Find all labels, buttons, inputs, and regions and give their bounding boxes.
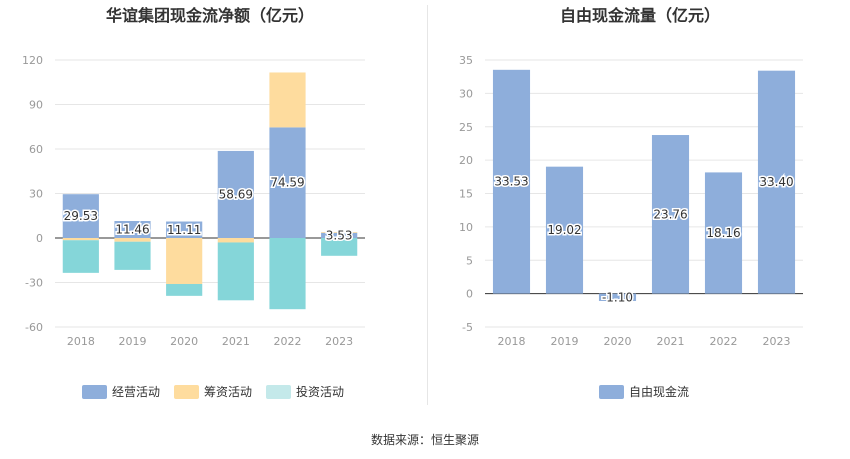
cashflow-data-label: 74.59 <box>270 176 304 190</box>
legend-swatch-free-cashflow <box>599 384 624 399</box>
free-cashflow-ytick-label: 20 <box>459 154 473 167</box>
legend-label-operating: 经营活动 <box>112 385 161 399</box>
free-cashflow-xtick-label: 2018 <box>498 335 526 348</box>
free-cashflow-data-label: 19.02 <box>547 223 581 237</box>
legend-label-investing: 投资活动 <box>296 385 345 399</box>
cashflow-ytick-label: 0 <box>36 232 43 245</box>
chart-title-cashflow: 华谊集团现金流净额（亿元） <box>105 6 314 25</box>
cashflow-bar <box>321 232 358 238</box>
free-cashflow-bar <box>492 69 531 294</box>
cashflow-xtick-label: 2022 <box>274 335 302 348</box>
cashflow-data-label: 29.53 <box>64 209 98 223</box>
cashflow-xtick-label: 2020 <box>170 335 198 348</box>
free-cashflow-xtick-label: 2020 <box>604 335 632 348</box>
free-cashflow-bar <box>545 166 584 294</box>
free-cashflow-data-label: 33.40 <box>759 175 793 189</box>
legend-swatch-financing <box>174 384 200 399</box>
free-cashflow-data-label: -1.10 <box>602 290 633 304</box>
free-cashflow-ytick-label: 5 <box>466 254 473 267</box>
cashflow-bar <box>321 238 358 256</box>
cashflow-bar <box>114 221 151 238</box>
free-cashflow-xtick-label: 2021 <box>657 335 685 348</box>
cashflow-ytick-label: -30 <box>25 277 43 290</box>
cashflow-bar <box>62 238 99 241</box>
free-cashflow-ytick-label: 30 <box>459 87 473 100</box>
cashflow-xtick-label: 2019 <box>119 335 147 348</box>
cashflow-ytick-label: 30 <box>29 188 43 201</box>
free-cashflow-bar <box>757 70 796 294</box>
cashflow-data-label: 3.53 <box>326 228 353 242</box>
free-cashflow-data-label: 23.76 <box>653 207 687 221</box>
free-cashflow-data-label: 18.16 <box>706 226 740 240</box>
cashflow-xtick-label: 2023 <box>325 335 353 348</box>
cashflow-xtick-label: 2021 <box>222 335 250 348</box>
cashflow-bar <box>217 242 254 301</box>
cashflow-ytick-label: 60 <box>29 143 43 156</box>
cashflow-bar <box>217 238 254 243</box>
legend-label-free-cashflow: 自由现金流 <box>629 385 690 399</box>
cashflow-ytick-label: 90 <box>29 99 43 112</box>
legend-swatch-operating <box>82 384 107 399</box>
free-cashflow-ytick-label: 15 <box>459 188 473 201</box>
cashflow-bar <box>269 127 306 238</box>
cashflow-bar <box>62 240 99 273</box>
cashflow-bar <box>114 238 151 242</box>
free-cashflow-xtick-label: 2023 <box>763 335 791 348</box>
cashflow-bar <box>321 232 358 233</box>
cashflow-bar <box>62 194 99 238</box>
free-cashflow-ytick-label: 35 <box>459 54 473 67</box>
cashflow-xtick-label: 2018 <box>67 335 95 348</box>
free-cashflow-ytick-label: -5 <box>462 321 473 334</box>
legend-item-investing[interactable]: 投资活动 <box>266 383 344 400</box>
legend-free-cashflow: 自由现金流 <box>599 383 689 400</box>
free-cashflow-ytick-label: 25 <box>459 121 473 134</box>
legend-swatch-investing <box>266 384 292 399</box>
chart-title-free-cashflow: 自由现金流量（亿元） <box>559 6 720 25</box>
cashflow-bar <box>217 150 254 238</box>
cashflow-data-label: 11.46 <box>115 223 149 237</box>
free-cashflow-bar <box>704 172 743 294</box>
free-cashflow-xtick-label: 2022 <box>710 335 738 348</box>
cashflow-bar <box>166 238 203 284</box>
free-cashflow-ytick-label: 0 <box>466 288 473 301</box>
cashflow-data-label: 58.69 <box>219 187 253 201</box>
legend-label-financing: 筹资活动 <box>204 385 253 399</box>
legend-cashflow: 经营活动 筹资活动 投资活动 <box>82 383 344 400</box>
cashflow-bar <box>269 238 306 310</box>
free-cashflow-xtick-label: 2019 <box>551 335 579 348</box>
cashflow-ytick-label: -60 <box>25 321 43 334</box>
cashflow-bar <box>166 283 203 296</box>
legend-item-financing[interactable]: 筹资活动 <box>174 383 252 400</box>
cashflow-bar <box>269 72 306 128</box>
legend-item-operating[interactable]: 经营活动 <box>82 383 160 400</box>
free-cashflow-ytick-label: 10 <box>459 221 473 234</box>
cashflow-bar <box>114 241 151 270</box>
cashflow-bar <box>166 221 203 238</box>
free-cashflow-data-label: 33.53 <box>494 175 528 189</box>
panel-divider <box>427 5 428 405</box>
legend-item-free-cashflow[interactable]: 自由现金流 <box>599 383 689 400</box>
cashflow-ytick-label: 120 <box>22 54 43 67</box>
cashflow-data-label: 11.11 <box>167 223 201 237</box>
free-cashflow-bar <box>651 135 690 294</box>
free-cashflow-bar <box>598 293 637 301</box>
data-source-note: 数据来源：恒生聚源 <box>370 433 479 447</box>
